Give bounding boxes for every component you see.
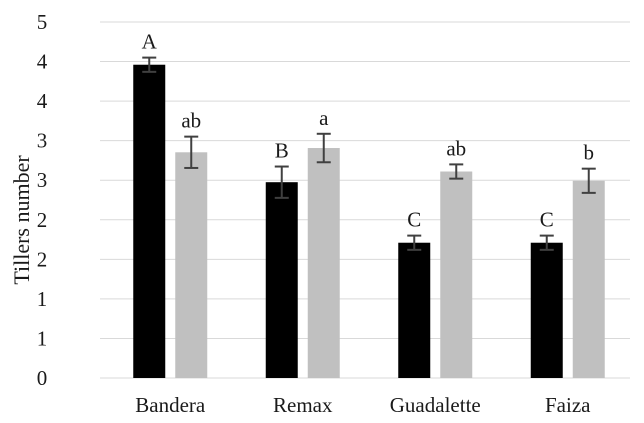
x-category-label: Guadalette: [390, 393, 481, 417]
y-tick-label: 4: [37, 89, 48, 113]
significance-label-layer: Aab Ba Cab Cb: [142, 30, 594, 232]
category-label-layer: Bandera Remax Guadalette Faiza: [135, 393, 591, 417]
y-tick-label: 5: [37, 10, 48, 34]
y-tick-label: 3: [37, 168, 48, 192]
y-axis-title: Tillers number: [9, 155, 34, 285]
significance-label: b: [584, 141, 595, 165]
y-tick-label: 1: [37, 326, 48, 350]
bar: [133, 64, 166, 378]
y-tick-label: 4: [37, 50, 48, 74]
x-category-label: Faiza: [545, 393, 591, 417]
x-category-label: Bandera: [135, 393, 206, 417]
bar: [530, 242, 563, 378]
significance-label: B: [275, 139, 289, 163]
y-tick-label: 2: [37, 208, 48, 232]
bar: [175, 152, 208, 378]
bar: [265, 182, 298, 378]
significance-label: a: [319, 106, 329, 130]
y-tick-label: 1: [37, 287, 48, 311]
bar: [440, 171, 473, 378]
significance-label: A: [142, 30, 158, 54]
x-category-label: Remax: [273, 393, 333, 417]
significance-label: C: [540, 208, 554, 232]
bar: [398, 242, 431, 378]
significance-label: C: [407, 208, 421, 232]
bar: [572, 180, 605, 378]
y-tick-layer: 0 1 1 2 2 3 3 4 4 5: [37, 10, 48, 390]
y-tick-label: 2: [37, 247, 48, 271]
bar-layer: [133, 64, 605, 378]
y-tick-label: 0: [37, 366, 48, 390]
y-tick-label: 3: [37, 129, 48, 153]
error-bar-layer: [142, 56, 596, 251]
bar: [307, 148, 340, 378]
significance-label: ab: [181, 109, 201, 133]
significance-label: ab: [446, 136, 466, 160]
